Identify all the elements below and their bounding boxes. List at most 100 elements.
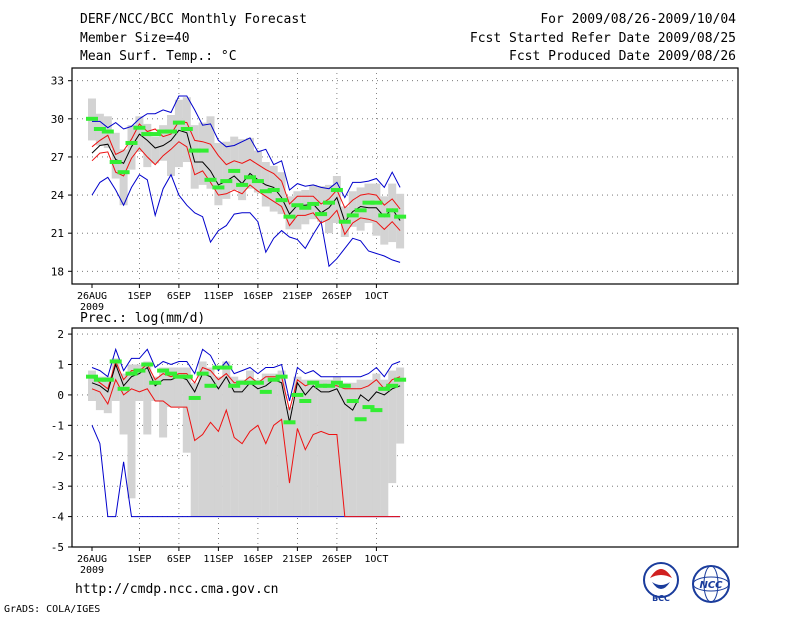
prec-median-mark	[346, 399, 359, 403]
prec-box	[364, 379, 373, 517]
temp-median-mark	[362, 200, 375, 205]
bcc-logo-ring	[643, 562, 679, 598]
prec-median-mark	[204, 383, 217, 388]
temp-median-mark	[133, 125, 146, 130]
temp-ytick-label: 18	[51, 265, 64, 278]
temp-box	[332, 176, 341, 224]
prec-box	[214, 376, 223, 517]
temp-box	[206, 116, 215, 189]
member-size: Member Size=40	[80, 31, 190, 46]
ncc-logo-text: NCC	[699, 580, 723, 591]
bcc-logo-text: BCC	[652, 594, 670, 603]
temp-box	[214, 142, 223, 206]
temp-box	[190, 125, 199, 189]
prec-box	[348, 382, 357, 517]
prec-ytick-label: -3	[51, 480, 64, 493]
prec-box	[230, 376, 239, 517]
temp-box	[143, 123, 152, 168]
prec-box	[301, 379, 310, 517]
prec-median-mark	[196, 371, 209, 376]
prec-box	[182, 367, 191, 453]
temp-median-mark	[165, 129, 177, 134]
prec-box	[88, 370, 96, 401]
prec-box	[285, 407, 294, 517]
prec-median-mark	[109, 359, 122, 364]
prec-xtick-label: 26AUG	[77, 554, 107, 565]
prec-median-mark	[275, 374, 288, 379]
ncc-logo-globe-icon	[703, 565, 719, 603]
prec-median-mark	[354, 417, 367, 422]
temp-box	[372, 183, 381, 236]
temp-median-mark	[228, 168, 241, 173]
ncc-logo: NCC	[692, 565, 730, 603]
temp-median-mark	[117, 170, 130, 175]
prec-box	[388, 370, 397, 484]
temp-panel: 18 21 24 27 30 33 26AUG 1SEP 6SEP 11SEP 16SEP 21SEP…	[51, 67, 739, 313]
prec-box	[103, 376, 112, 414]
temp-median-mark	[283, 214, 296, 219]
temp-xtick-label: 6SEP	[167, 291, 191, 302]
prec-box	[143, 361, 152, 435]
prec-box	[119, 373, 128, 435]
prec-xtick-label: 16SEP	[243, 554, 273, 565]
temp-box	[388, 183, 397, 243]
prec-median-mark	[323, 383, 335, 388]
temp-box	[246, 137, 254, 189]
temp-box	[261, 162, 270, 207]
temp-box	[348, 191, 357, 227]
temp-median-mark	[315, 212, 328, 217]
temp-xtick-label: 26AUG	[77, 291, 107, 302]
forecast-period: For 2009/08/26-2009/10/04	[540, 12, 736, 27]
temp-median-mark	[204, 177, 217, 182]
temp-median-mark	[125, 140, 138, 145]
prec-xtick-label: 1SEP	[127, 554, 151, 565]
website-url[interactable]: http://cmdp.ncc.cma.gov.cn	[75, 582, 279, 597]
prec-box	[253, 379, 262, 517]
prec-box	[190, 382, 199, 517]
prec-xtick-label: 26SEP	[322, 554, 352, 565]
prec-xtick-label: 21SEP	[282, 554, 312, 565]
temp-xtick-label: 16SEP	[243, 291, 273, 302]
prec-xtick-label: 1OCT	[364, 554, 388, 565]
temp-xtick-label: 11SEP	[203, 291, 233, 302]
prec-box	[356, 379, 365, 517]
temp-median-mark	[101, 129, 114, 134]
prec-xtick-label: 11SEP	[203, 554, 233, 565]
prec-box	[159, 367, 168, 438]
prec-median-mark	[172, 374, 185, 379]
temp-median-mark	[259, 189, 272, 194]
prec-ytick-label: 1	[57, 359, 64, 372]
temp-median-mark	[299, 205, 312, 210]
prec-box	[174, 367, 183, 408]
ncc-logo-globe-icon	[692, 576, 730, 592]
prec-median-mark	[259, 389, 272, 394]
prec-median-mark	[220, 365, 233, 370]
temp-median-mark	[141, 132, 154, 137]
prec-box	[325, 379, 333, 517]
prec-box	[372, 373, 381, 517]
temp-box	[253, 150, 262, 193]
forecast-started-date: Fcst Started Refer Date 2009/08/25	[469, 31, 736, 46]
prec-median-mark	[125, 371, 138, 376]
prec-median-mark	[394, 377, 407, 382]
prec-max-line	[91, 347, 401, 402]
temp-median-mark	[346, 213, 359, 218]
temp-median-mark	[212, 185, 225, 190]
prec-frame	[71, 327, 739, 548]
temp-box	[325, 184, 333, 234]
prec-median-mark	[236, 380, 249, 385]
prec-median-mark	[149, 380, 162, 385]
prec-median-mark	[165, 371, 177, 376]
temp-box	[222, 141, 231, 199]
temp-xtick-label: 1SEP	[127, 291, 151, 302]
temp-box	[293, 191, 302, 230]
prec-box	[206, 367, 215, 517]
temp-frame	[71, 67, 739, 285]
prec-box	[309, 379, 318, 517]
temp-median-mark	[172, 120, 185, 125]
prec-box	[293, 376, 302, 517]
temp-box	[396, 193, 405, 249]
prec-median-mark	[370, 408, 383, 413]
prec-median-mark	[133, 368, 146, 373]
